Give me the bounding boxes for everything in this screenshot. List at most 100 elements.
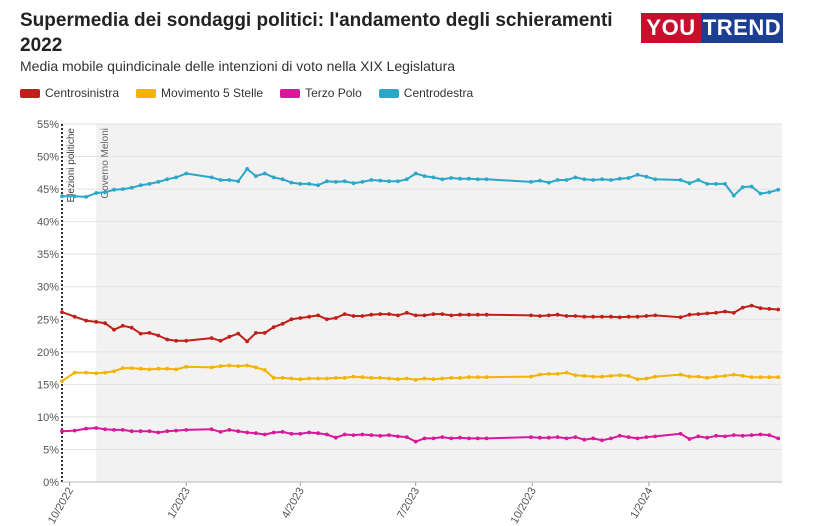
data-point-terzopolo [298,431,303,436]
data-point-movimento5stelle [218,364,223,368]
data-point-centrodestra [538,178,542,183]
legend-item-centrodestra: Centrodestra [378,86,473,100]
data-point-movimento5stelle [245,363,250,368]
data-point-movimento5stelle [538,372,542,377]
data-point-centrosinistra [413,313,418,318]
data-point-terzopolo [731,433,736,437]
data-point-centrodestra [609,178,613,182]
data-point-centrodestra [449,176,454,180]
data-point-centrosinistra [280,321,285,326]
data-point-centrosinistra [369,312,374,317]
data-point-centrodestra [262,171,267,176]
data-point-movimento5stelle [600,374,604,379]
data-point-movimento5stelle [678,372,683,377]
data-point-centrosinistra [72,314,77,319]
data-point-centrosinistra [626,314,631,319]
data-point-centrodestra [653,177,658,182]
data-point-centrosinistra [723,309,727,314]
data-point-centrodestra [582,177,587,182]
data-point-movimento5stelle [147,367,152,372]
data-point-terzopolo [749,433,754,437]
data-point-terzopolo [546,435,551,440]
data-point-centrosinistra [475,312,480,317]
x-tick-label: 4/2023 [280,486,307,521]
data-point-terzopolo [600,438,604,443]
data-point-terzopolo [209,427,214,432]
data-point-centrodestra [103,190,107,195]
data-point-terzopolo [458,435,462,440]
data-point-movimento5stelle [271,376,276,380]
data-point-movimento5stelle [758,375,763,380]
data-point-centrosinistra [174,338,179,343]
data-point-centrodestra [254,174,258,179]
data-point-centrodestra [298,182,303,186]
data-point-terzopolo [696,434,701,439]
data-point-terzopolo [617,433,622,438]
data-point-movimento5stelle [635,377,640,382]
chart-subtitle: Media mobile quindicinale delle intenzio… [20,58,456,74]
data-point-centrosinistra [271,325,276,329]
data-point-centrodestra [165,177,170,182]
data-point-centrodestra [112,187,116,192]
data-point-terzopolo [705,435,710,440]
data-point-centrosinistra [449,313,454,318]
data-point-centrosinistra [546,313,551,318]
data-point-terzopolo [555,435,560,439]
data-point-centrodestra [458,176,462,181]
data-point-centrosinistra [440,312,445,316]
data-point-centrosinistra [678,315,683,320]
data-point-centrodestra [360,180,365,184]
y-tick-label: 25% [37,314,59,326]
data-point-movimento5stelle [529,374,533,379]
data-point-centrodestra [687,181,692,186]
data-point-centrosinistra [307,314,312,319]
x-tick-label: 10/2023 [509,486,539,526]
data-point-centrodestra [333,180,338,184]
data-point-movimento5stelle [413,377,418,382]
data-point-centrodestra [467,176,471,181]
data-point-centrosinistra [227,334,232,339]
data-point-movimento5stelle [156,366,161,371]
data-point-movimento5stelle [120,366,125,370]
data-point-terzopolo [714,433,718,438]
data-point-movimento5stelle [475,375,480,380]
data-point-terzopolo [591,436,595,441]
data-point-centrodestra [758,191,763,196]
youtrend-logo: YOU TREND [641,13,783,43]
data-point-terzopolo [254,431,258,436]
data-point-centrosinistra [94,320,99,324]
data-point-centrodestra [209,175,214,180]
data-point-movimento5stelle [254,365,258,370]
legend-item-movimento5stelle: Movimento 5 Stelle [136,86,263,100]
data-point-terzopolo [538,435,542,440]
data-point-centrosinistra [112,327,116,332]
data-point-terzopolo [653,434,658,439]
data-point-centrodestra [94,191,99,195]
data-point-centrodestra [218,178,223,182]
data-point-centrosinistra [120,323,125,328]
y-tick-label: 5% [43,444,59,456]
data-point-centrosinistra [60,310,64,314]
data-point-centrodestra [289,180,294,185]
data-point-centrosinistra [262,331,267,335]
data-point-terzopolo [227,428,232,432]
data-point-centrosinistra [564,314,569,318]
data-point-centrosinistra [758,306,763,311]
data-point-terzopolo [262,432,267,437]
data-point-centrodestra [245,167,250,171]
data-point-centrodestra [705,182,710,186]
data-point-centrodestra [529,180,533,184]
data-point-movimento5stelle [360,375,365,380]
data-point-centrodestra [378,178,383,183]
legend-swatch [280,88,301,98]
y-tick-label: 10% [37,412,59,424]
data-point-movimento5stelle [644,376,649,381]
data-point-terzopolo [573,435,578,439]
data-point-terzopolo [564,436,569,441]
data-point-centrosinistra [422,313,427,318]
data-point-movimento5stelle [396,377,400,382]
chart-legend: Centrosinistra Movimento 5 Stelle Terzo Po… [20,86,490,100]
data-point-centrosinistra [129,325,134,330]
data-point-centrosinistra [147,331,152,335]
data-point-centrosinistra [731,310,736,315]
